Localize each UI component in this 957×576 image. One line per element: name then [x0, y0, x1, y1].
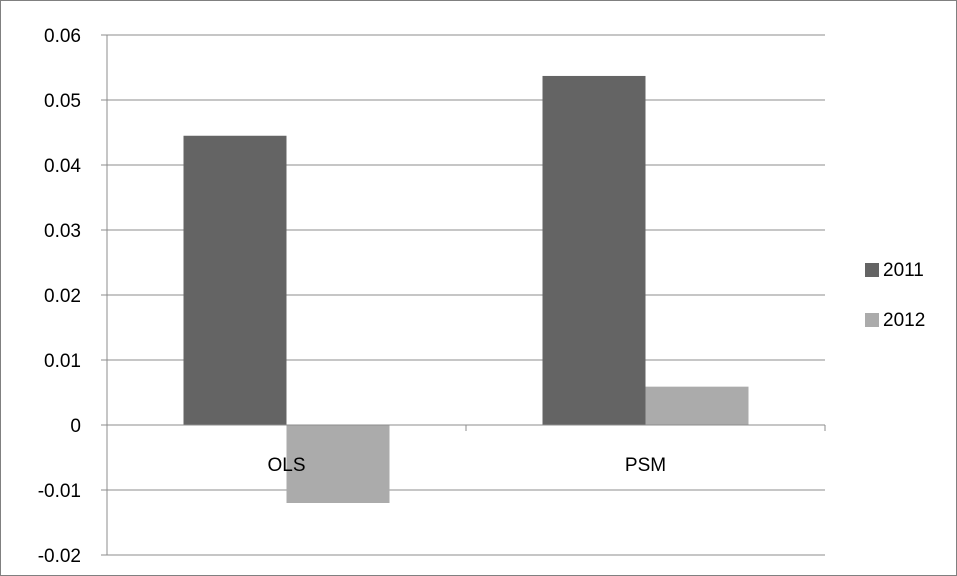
legend-label-2011: 2011: [883, 260, 924, 281]
y-tick-label: 0.04: [44, 156, 81, 177]
bar-2012-psm: [645, 386, 749, 425]
y-tick-label: -0.01: [38, 481, 81, 502]
legend: 2011 2012: [865, 260, 925, 331]
bar-2011-ols: [183, 135, 287, 425]
y-tick-label: 0.01: [44, 351, 81, 372]
x-category-label: OLS: [267, 455, 305, 476]
legend-label-2012: 2012: [883, 310, 925, 331]
y-tick-label: 0.03: [44, 221, 81, 242]
legend-swatch-2011: [865, 263, 879, 277]
y-axis-tick-labels: -0.02 -0.01 0 0.01 0.02 0.03 0.04 0.05 0.06: [38, 26, 82, 567]
x-category-label: PSM: [625, 455, 666, 476]
y-tick-label: 0.06: [44, 26, 81, 47]
bar-2011-psm: [542, 75, 646, 425]
bar-2012-ols: [286, 425, 390, 503]
y-tick-label: 0.05: [44, 91, 81, 112]
y-tick-label: 0: [70, 416, 81, 437]
legend-swatch-2012: [865, 313, 879, 327]
y-tick-label: 0.02: [44, 286, 81, 307]
bars: [183, 75, 749, 503]
axes: [101, 34, 826, 556]
x-axis-category-labels: OLS PSM: [267, 455, 666, 476]
y-tick-label: -0.02: [38, 546, 81, 567]
